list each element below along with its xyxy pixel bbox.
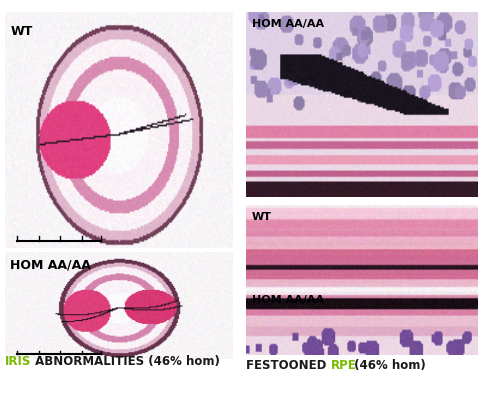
Text: HOM AA/AA: HOM AA/AA (252, 19, 324, 29)
Text: WT: WT (10, 25, 32, 38)
Text: FESTOONED: FESTOONED (246, 359, 331, 372)
Text: IRIS: IRIS (5, 355, 31, 368)
Text: ABNORMALITIES (46% hom): ABNORMALITIES (46% hom) (31, 355, 220, 368)
Text: HOM AA/AA: HOM AA/AA (252, 296, 324, 305)
Text: (46% hom): (46% hom) (350, 359, 426, 372)
Text: WT: WT (252, 212, 272, 222)
Text: HOM AA/AA: HOM AA/AA (10, 258, 91, 271)
Text: RPE: RPE (331, 359, 356, 372)
